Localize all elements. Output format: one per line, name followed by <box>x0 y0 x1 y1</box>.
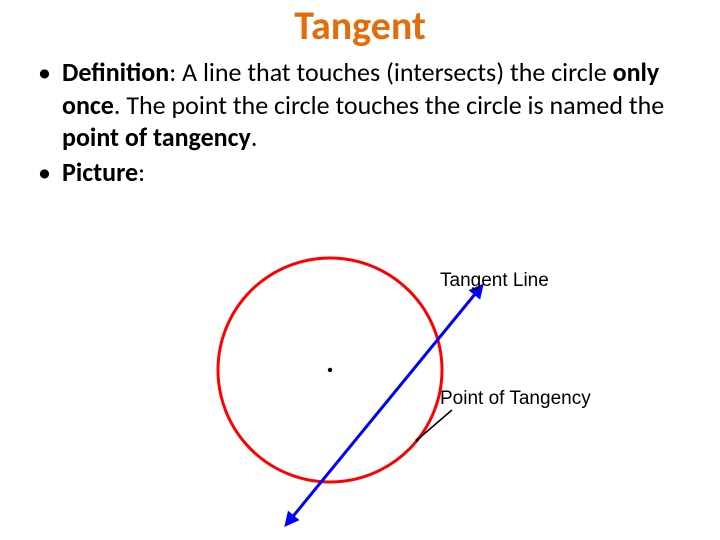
definition-label: Definition <box>62 56 169 88</box>
diagram: Tangent Line Point of Tangency <box>120 240 600 530</box>
picture-label: Picture <box>62 156 138 188</box>
bullet-definition: Definition: A line that touches (interse… <box>38 56 682 154</box>
definition-pot: point of tangency <box>62 121 251 153</box>
definition-text-1: : A line that touches (intersects) the c… <box>169 56 612 88</box>
tangency-indicator-line <box>417 410 452 440</box>
slide-title: Tangent <box>0 0 720 48</box>
picture-text: : <box>138 156 145 188</box>
tangency-point-dot <box>416 439 419 442</box>
center-dot <box>328 368 332 372</box>
body-text: Definition: A line that touches (interse… <box>0 48 720 188</box>
label-tangent-line: Tangent Line <box>440 270 549 292</box>
definition-text-2: . The point the circle touches the circl… <box>114 89 664 121</box>
bullet-list: Definition: A line that touches (interse… <box>38 56 682 188</box>
bullet-picture: Picture: <box>38 156 682 189</box>
slide: Tangent Definition: A line that touches … <box>0 0 720 540</box>
label-point-of-tangency: Point of Tangency <box>440 388 591 410</box>
definition-text-3: . <box>251 121 258 153</box>
